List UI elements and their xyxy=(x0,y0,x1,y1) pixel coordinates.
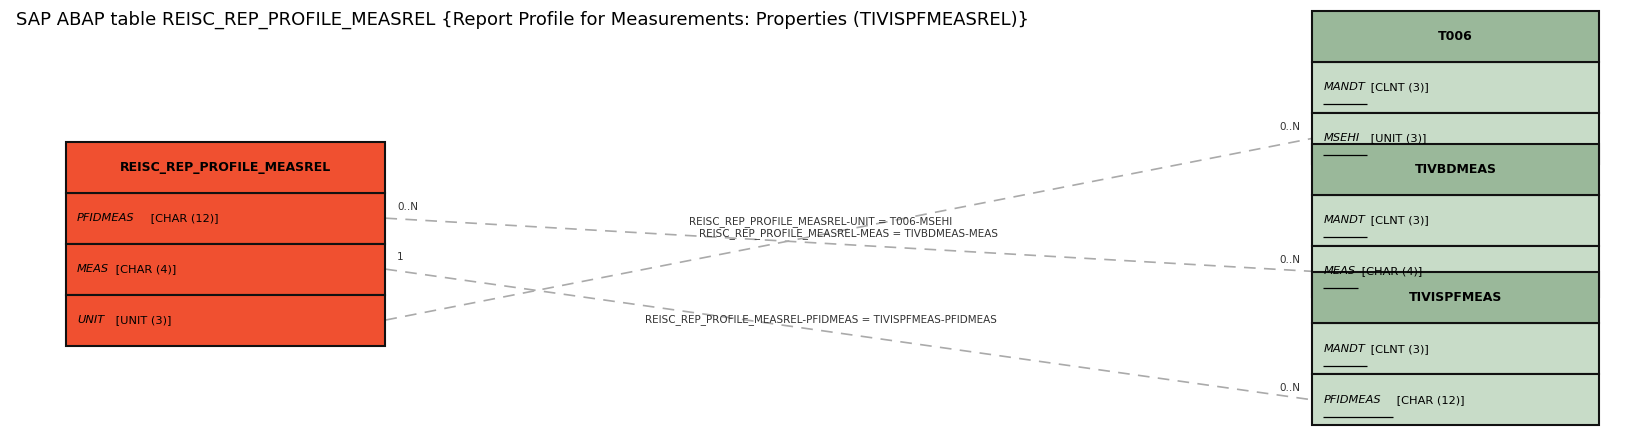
Text: 1: 1 xyxy=(397,253,403,262)
Bar xyxy=(1311,272,1598,323)
Bar xyxy=(1311,323,1598,374)
Text: PFIDMEAS: PFIDMEAS xyxy=(77,213,134,223)
Text: MSEHI: MSEHI xyxy=(1323,133,1359,144)
Text: [CHAR (12)]: [CHAR (12)] xyxy=(1392,395,1464,405)
Bar xyxy=(1311,113,1598,164)
Text: [CHAR (4)]: [CHAR (4)] xyxy=(111,264,175,274)
Text: [UNIT (3)]: [UNIT (3)] xyxy=(1367,133,1426,144)
Text: 0..N: 0..N xyxy=(1278,255,1300,265)
Text: MANDT: MANDT xyxy=(1323,215,1365,225)
Text: 0..N: 0..N xyxy=(397,202,418,211)
Bar xyxy=(66,244,385,295)
Text: REISC_REP_PROFILE_MEASREL-UNIT = T006-MSEHI: REISC_REP_PROFILE_MEASREL-UNIT = T006-MS… xyxy=(688,216,952,227)
Text: [CLNT (3)]: [CLNT (3)] xyxy=(1367,82,1428,93)
Bar xyxy=(66,142,385,193)
Text: REISC_REP_PROFILE_MEASREL: REISC_REP_PROFILE_MEASREL xyxy=(120,161,331,174)
Text: UNIT: UNIT xyxy=(77,315,105,325)
Bar xyxy=(66,193,385,244)
Text: MANDT: MANDT xyxy=(1323,344,1365,354)
Text: MEAS: MEAS xyxy=(77,264,110,274)
Bar xyxy=(1311,195,1598,246)
Text: REISC_REP_PROFILE_MEASREL-MEAS = TIVBDMEAS-MEAS: REISC_REP_PROFILE_MEASREL-MEAS = TIVBDME… xyxy=(698,229,998,239)
Text: TIVISPFMEAS: TIVISPFMEAS xyxy=(1408,291,1501,304)
Text: 0..N: 0..N xyxy=(1278,122,1300,132)
Text: [CHAR (4)]: [CHAR (4)] xyxy=(1357,266,1421,276)
Text: [UNIT (3)]: [UNIT (3)] xyxy=(111,315,170,325)
Text: MANDT: MANDT xyxy=(1323,82,1365,93)
Bar xyxy=(1311,62,1598,113)
Text: SAP ABAP table REISC_REP_PROFILE_MEASREL {Report Profile for Measurements: Prope: SAP ABAP table REISC_REP_PROFILE_MEASREL… xyxy=(16,11,1029,29)
Text: TIVBDMEAS: TIVBDMEAS xyxy=(1414,163,1496,176)
Text: T006: T006 xyxy=(1437,30,1472,43)
Text: MEAS: MEAS xyxy=(1323,266,1355,276)
Text: PFIDMEAS: PFIDMEAS xyxy=(1323,395,1380,405)
Text: [CLNT (3)]: [CLNT (3)] xyxy=(1367,344,1428,354)
Bar xyxy=(1311,144,1598,195)
Text: [CLNT (3)]: [CLNT (3)] xyxy=(1367,215,1428,225)
Bar xyxy=(1311,246,1598,297)
Bar xyxy=(1311,11,1598,62)
Text: REISC_REP_PROFILE_MEASREL-PFIDMEAS = TIVISPFMEAS-PFIDMEAS: REISC_REP_PROFILE_MEASREL-PFIDMEAS = TIV… xyxy=(644,315,997,325)
Bar xyxy=(1311,374,1598,425)
Text: 0..N: 0..N xyxy=(1278,383,1300,393)
Bar xyxy=(66,295,385,346)
Text: [CHAR (12)]: [CHAR (12)] xyxy=(146,213,218,223)
